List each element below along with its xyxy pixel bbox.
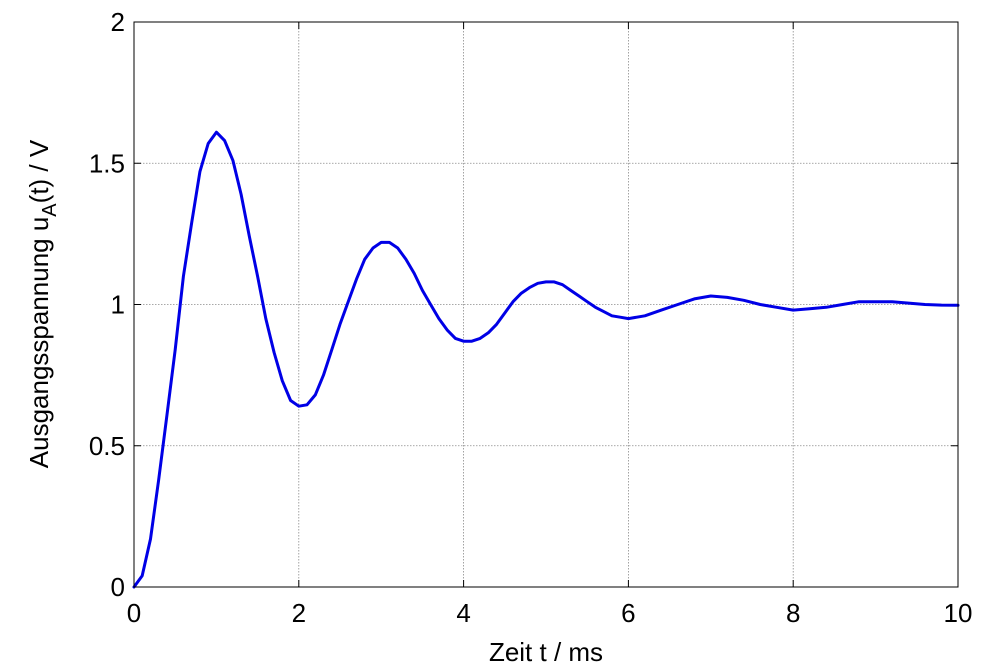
x-axis-label: Zeit t / ms (489, 637, 603, 667)
y-tick-labels: 0 0.5 1 1.5 2 (89, 7, 125, 602)
plot-frame (133, 21, 959, 588)
x-tick-label: 4 (456, 598, 470, 628)
y-tick-label: 1 (111, 290, 125, 320)
grid-lines (134, 22, 958, 587)
x-tick-label: 8 (786, 598, 800, 628)
y-axis-label: Ausgangsspannung uA(t) / V (24, 139, 61, 468)
y-tick-label: 0.5 (89, 431, 125, 461)
series-group (132, 130, 960, 589)
x-tick-label: 6 (621, 598, 635, 628)
x-tick-label: 2 (292, 598, 306, 628)
y-axis-label-main: Ausgangsspannung u (24, 217, 54, 469)
series-line (132, 130, 960, 589)
y-axis-label-subscript: A (39, 203, 61, 217)
x-tick-label: 0 (127, 598, 141, 628)
y-tick-label: 1.5 (89, 148, 125, 178)
x-tick-label: 10 (944, 598, 973, 628)
y-tick-label: 0 (111, 572, 125, 602)
y-tick-label: 2 (111, 7, 125, 37)
y-axis-label-rest: (t) / V (24, 139, 54, 203)
x-tick-labels: 0 2 4 6 8 10 (127, 598, 973, 628)
